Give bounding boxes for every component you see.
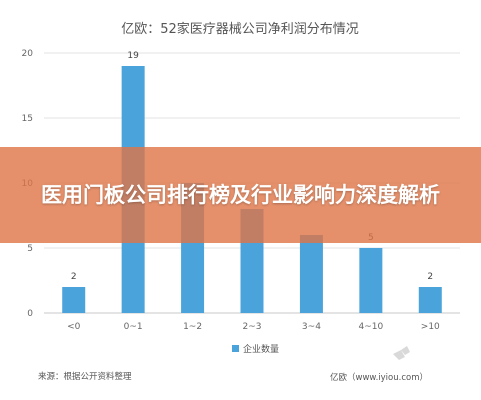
x-tick-label: 2~3 [243,322,262,332]
watermark: 亿欧（www.iyiou.com） [330,346,428,383]
overlay-title: 医用门板公司排行榜及行业影响力深度解析 [41,183,440,207]
bar [62,287,86,313]
x-tick-label: 1~2 [183,322,202,332]
chart-title: 亿欧：52家医疗器械公司净利润分布情况 [121,21,359,37]
data-label: 19 [127,51,139,61]
x-tick-label: 4~10 [358,322,383,332]
watermark-logo-icon [393,346,410,360]
y-tick-label: 20 [22,49,34,59]
y-tick-label: 15 [22,114,33,124]
x-tick-label: 3~4 [302,322,321,332]
x-axis-ticks: <0 0~1 1~2 2~3 3~4 4~10 >10 [67,322,440,332]
overlay-banner: 医用门板公司排行榜及行业影响力深度解析 [0,147,481,243]
x-tick-label: <0 [67,322,81,332]
bar [418,287,442,313]
x-tick-label: >10 [421,322,440,332]
x-tick-label: 0~1 [124,322,143,332]
legend: 企业数量 [232,343,279,355]
y-tick-label: 0 [27,309,33,319]
watermark-text: 亿欧（www.iyiou.com） [330,372,428,383]
bar [299,235,323,313]
data-label: 2 [71,272,77,282]
y-tick-label: 5 [27,244,33,254]
bar [359,248,383,313]
source-note: 来源：根据公开资料整理 [38,371,132,382]
data-label: 2 [427,272,433,282]
legend-swatch [232,345,239,352]
legend-label: 企业数量 [243,343,279,355]
